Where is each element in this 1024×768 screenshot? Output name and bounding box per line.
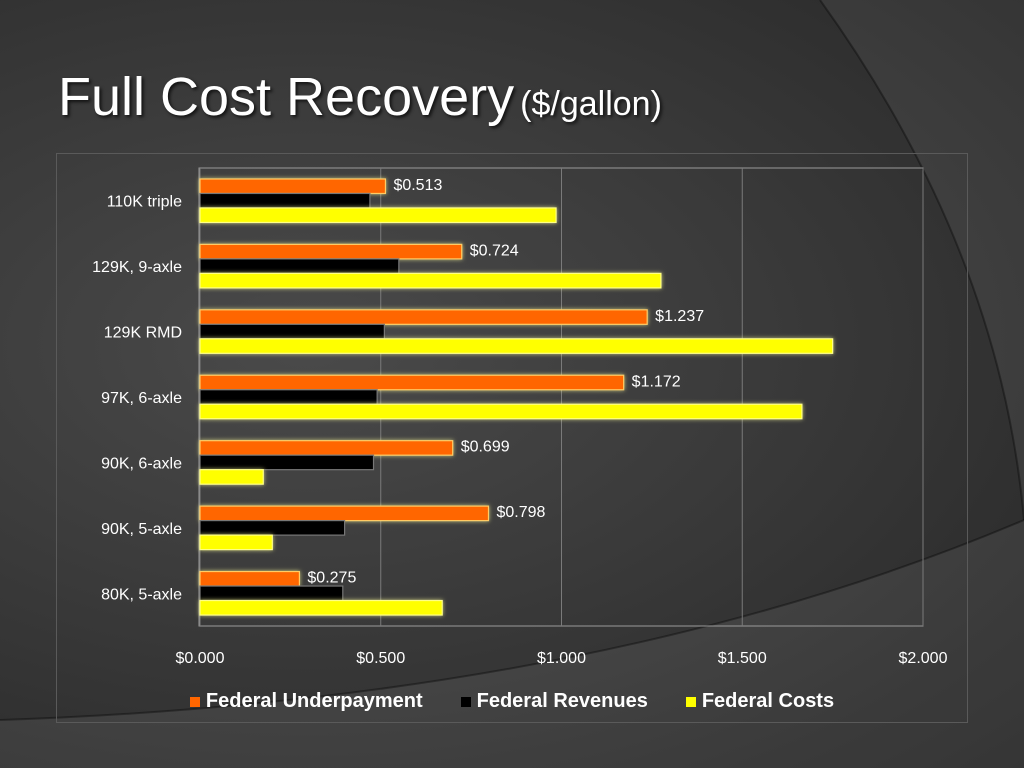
chart-legend: Federal Underpayment Federal Revenues Fe…	[0, 690, 1024, 713]
chart-frame	[56, 153, 968, 723]
bar-federal-underpayment	[199, 374, 625, 391]
data-label: $0.699	[461, 439, 510, 456]
title-main: Full Cost Recovery	[58, 67, 515, 127]
legend-label-revenues: Federal Revenues	[476, 690, 648, 712]
category-label: 80K, 5-axle	[101, 586, 182, 603]
legend-swatch-revenues	[460, 696, 471, 707]
bar-federal-costs	[199, 534, 273, 551]
x-tick-label: $0.000	[176, 650, 225, 667]
legend-label-costs: Federal Costs	[701, 690, 835, 712]
x-tick-label: $0.500	[356, 650, 405, 667]
data-label: $1.237	[655, 308, 704, 325]
bar-federal-underpayment	[199, 570, 301, 587]
legend-item-costs: Federal Costs	[685, 690, 835, 713]
category-label: 90K, 5-axle	[101, 521, 182, 538]
x-tick-label: $2.000	[899, 650, 948, 667]
bar-federal-costs	[199, 207, 557, 224]
data-label: $0.798	[496, 504, 545, 521]
data-label: $0.275	[307, 570, 356, 587]
slide-title: Full Cost Recovery ($/gallon)	[58, 66, 662, 128]
category-label: 129K RMD	[104, 325, 182, 342]
category-label: 129K, 9-axle	[92, 259, 182, 276]
data-label: $0.724	[470, 242, 519, 259]
category-label: 97K, 6-axle	[101, 390, 182, 407]
bar-federal-revenues	[199, 323, 385, 340]
bar-federal-underpayment	[199, 178, 387, 195]
category-label: 90K, 6-axle	[101, 455, 182, 472]
bar-federal-revenues	[199, 389, 378, 405]
legend-item-revenues: Federal Revenues	[460, 690, 648, 713]
bar-federal-costs	[199, 272, 662, 289]
title-unit: ($/gallon)	[520, 85, 662, 123]
data-label: $0.513	[393, 177, 442, 194]
category-label: 110K triple	[107, 194, 182, 211]
bar-federal-underpayment	[199, 309, 648, 325]
bar-federal-underpayment	[199, 243, 463, 260]
bar-federal-revenues	[199, 454, 375, 471]
x-tick-label: $1.500	[718, 650, 767, 667]
legend-swatch-costs	[685, 696, 696, 707]
legend-item-underpayment: Federal Underpayment	[189, 690, 423, 713]
bar-federal-revenues	[199, 258, 400, 274]
bar-federal-costs	[199, 469, 264, 485]
bar-federal-costs	[199, 403, 803, 420]
bar-federal-costs	[199, 338, 834, 354]
legend-label-underpayment: Federal Underpayment	[205, 690, 423, 712]
legend-swatch-underpayment	[189, 696, 200, 707]
bar-federal-revenues	[199, 585, 344, 602]
bar-federal-underpayment	[199, 505, 490, 522]
x-tick-label: $1.000	[537, 650, 586, 667]
bar-federal-costs	[199, 599, 443, 616]
bar-federal-revenues	[199, 192, 371, 209]
bar-federal-revenues	[199, 520, 346, 536]
bar-federal-underpayment	[199, 440, 454, 456]
data-label: $1.172	[632, 373, 681, 390]
